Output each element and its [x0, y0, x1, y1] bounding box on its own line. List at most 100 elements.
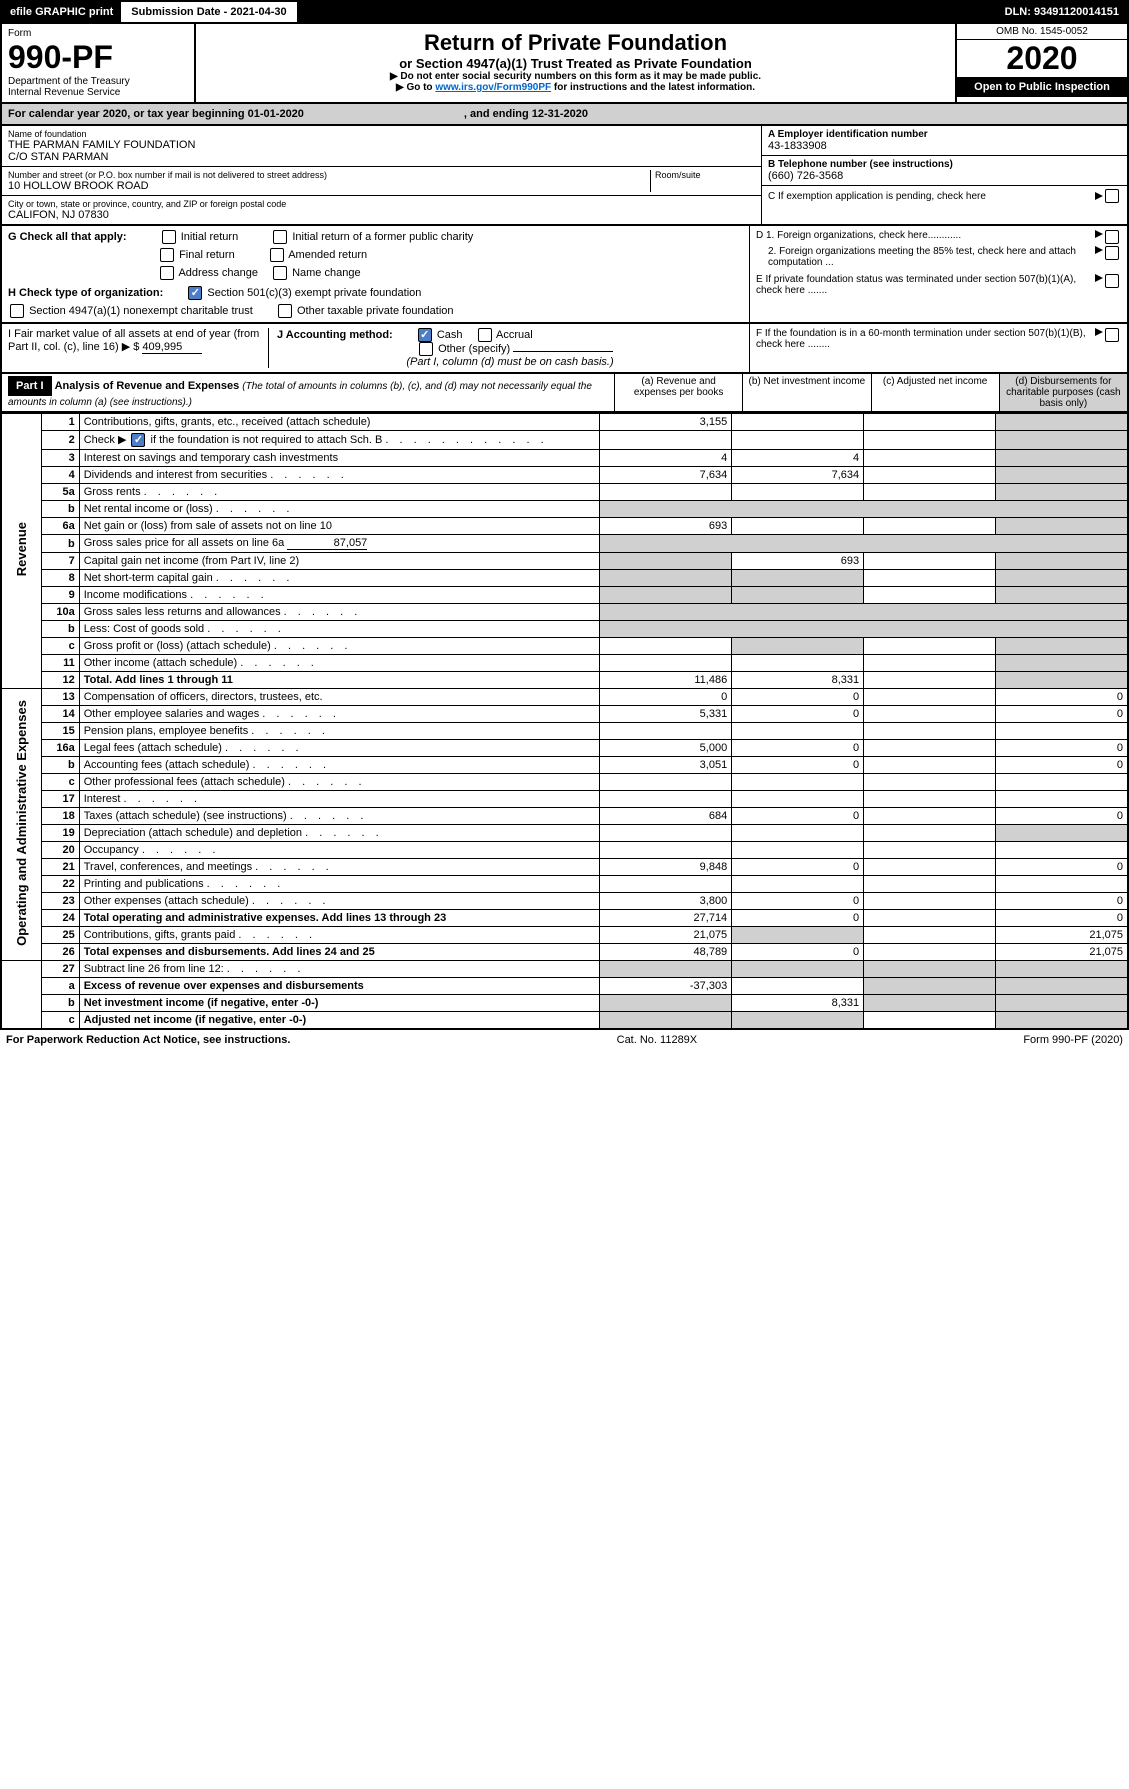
- irs-link[interactable]: www.irs.gov/Form990PF: [435, 82, 551, 93]
- c-label: C If exemption application is pending, c…: [768, 191, 1095, 202]
- j-cash-checkbox[interactable]: [418, 328, 432, 342]
- table-row: 3Interest on savings and temporary cash …: [1, 450, 1128, 467]
- g-amended-checkbox[interactable]: [270, 248, 284, 262]
- d2-label: 2. Foreign organizations meeting the 85%…: [756, 246, 1095, 268]
- col-d-header: (d) Disbursements for charitable purpose…: [999, 374, 1127, 411]
- table-row: bAccounting fees (attach schedule) . . .…: [1, 757, 1128, 774]
- table-row: cGross profit or (loss) (attach schedule…: [1, 638, 1128, 655]
- table-row: 11Other income (attach schedule) . . . .…: [1, 655, 1128, 672]
- c-checkbox[interactable]: [1105, 189, 1119, 203]
- foundation-co: C/O STAN PARMAN: [8, 151, 755, 163]
- table-row: aExcess of revenue over expenses and dis…: [1, 978, 1128, 995]
- e-label: E If private foundation status was termi…: [756, 274, 1095, 296]
- g-address-checkbox[interactable]: [160, 266, 174, 280]
- table-row: bNet investment income (if negative, ent…: [1, 995, 1128, 1012]
- form-subtitle: or Section 4947(a)(1) Trust Treated as P…: [202, 56, 949, 71]
- arrow-icon: [1095, 328, 1103, 336]
- phone-value: (660) 726-3568: [768, 170, 1121, 182]
- arrow-icon: [1095, 274, 1103, 282]
- g-h-block: G Check all that apply: Initial return I…: [0, 226, 1129, 324]
- street-address: 10 HOLLOW BROOK ROAD: [8, 180, 650, 192]
- page-footer: For Paperwork Reduction Act Notice, see …: [0, 1030, 1129, 1050]
- footer-left: For Paperwork Reduction Act Notice, see …: [6, 1034, 290, 1046]
- table-row: 8Net short-term capital gain . . . . . .: [1, 570, 1128, 587]
- expenses-label: Operating and Administrative Expenses: [1, 689, 41, 961]
- f-checkbox[interactable]: [1105, 328, 1119, 342]
- form-header: Form 990-PF Department of the Treasury I…: [0, 24, 1129, 104]
- g-initial-checkbox[interactable]: [162, 230, 176, 244]
- arrow-icon: [1095, 230, 1103, 238]
- table-row: 5aGross rents . . . . . .: [1, 484, 1128, 501]
- col-b-header: (b) Net investment income: [742, 374, 870, 411]
- spacer: [1, 961, 41, 1030]
- j-label: J Accounting method:: [277, 329, 393, 341]
- h-4947-checkbox[interactable]: [10, 304, 24, 318]
- footer-mid: Cat. No. 11289X: [617, 1034, 698, 1046]
- g-label: G Check all that apply:: [8, 231, 127, 243]
- table-row: 26Total expenses and disbursements. Add …: [1, 944, 1128, 961]
- j-note: (Part I, column (d) must be on cash basi…: [277, 356, 743, 368]
- ssn-note: ▶ Do not enter social security numbers o…: [202, 71, 949, 82]
- form-number: 990-PF: [8, 39, 188, 76]
- g-initial-former-checkbox[interactable]: [273, 230, 287, 244]
- part1-header: Part I Analysis of Revenue and Expenses …: [0, 374, 1129, 413]
- city-state-zip: CALIFON, NJ 07830: [8, 209, 755, 221]
- d1-checkbox[interactable]: [1105, 230, 1119, 244]
- table-row: 24Total operating and administrative exp…: [1, 910, 1128, 927]
- i-value: 409,995: [142, 341, 202, 354]
- part1-desc-title: Analysis of Revenue and Expenses: [55, 380, 240, 392]
- j-other-checkbox[interactable]: [419, 342, 433, 356]
- addr-label: Number and street (or P.O. box number if…: [8, 170, 650, 180]
- table-row: cOther professional fees (attach schedul…: [1, 774, 1128, 791]
- h-label: H Check type of organization:: [8, 287, 163, 299]
- table-row: Revenue1Contributions, gifts, grants, et…: [1, 414, 1128, 431]
- table-row: cAdjusted net income (if negative, enter…: [1, 1012, 1128, 1030]
- table-row: 6aNet gain or (loss) from sale of assets…: [1, 518, 1128, 535]
- dln: DLN: 93491120014151: [997, 2, 1127, 22]
- footer-right: Form 990-PF (2020): [1023, 1034, 1123, 1046]
- part1-title: Part I: [8, 376, 52, 396]
- e-checkbox[interactable]: [1105, 274, 1119, 288]
- table-row: 7Capital gain net income (from Part IV, …: [1, 553, 1128, 570]
- g-name-checkbox[interactable]: [273, 266, 287, 280]
- table-row: 17Interest . . . . . .: [1, 791, 1128, 808]
- entity-block: Name of foundation THE PARMAN FAMILY FOU…: [0, 126, 1129, 226]
- name-label: Name of foundation: [8, 129, 755, 139]
- table-row: 9Income modifications . . . . . .: [1, 587, 1128, 604]
- efile-label: efile GRAPHIC print: [2, 2, 123, 22]
- form-title: Return of Private Foundation: [202, 30, 949, 56]
- open-public: Open to Public Inspection: [957, 77, 1127, 97]
- table-row: 19Depreciation (attach schedule) and dep…: [1, 825, 1128, 842]
- f-label: F If the foundation is in a 60-month ter…: [756, 328, 1095, 350]
- foundation-name: THE PARMAN FAMILY FOUNDATION: [8, 139, 755, 151]
- i-j-f-block: I Fair market value of all assets at end…: [0, 324, 1129, 374]
- table-row: 27Subtract line 26 from line 12: . . . .…: [1, 961, 1128, 978]
- table-row: 12Total. Add lines 1 through 1111,4868,3…: [1, 672, 1128, 689]
- h-501c3-checkbox[interactable]: [188, 286, 202, 300]
- city-label: City or town, state or province, country…: [8, 199, 755, 209]
- part1-table: Revenue1Contributions, gifts, grants, et…: [0, 413, 1129, 1030]
- arrow-icon: [1095, 192, 1103, 200]
- table-row: 14Other employee salaries and wages . . …: [1, 706, 1128, 723]
- j-accrual-checkbox[interactable]: [478, 328, 492, 342]
- calendar-year-row: For calendar year 2020, or tax year begi…: [0, 104, 1129, 126]
- table-row: 25Contributions, gifts, grants paid . . …: [1, 927, 1128, 944]
- form-word: Form: [8, 28, 188, 39]
- h-other-checkbox[interactable]: [278, 304, 292, 318]
- g-final-checkbox[interactable]: [160, 248, 174, 262]
- table-row: 20Occupancy . . . . . .: [1, 842, 1128, 859]
- dept: Department of the Treasury: [8, 76, 188, 87]
- revenue-label: Revenue: [1, 414, 41, 689]
- table-row: 18Taxes (attach schedule) (see instructi…: [1, 808, 1128, 825]
- efile-top-bar: efile GRAPHIC print Submission Date - 20…: [0, 0, 1129, 24]
- ein-label: A Employer identification number: [768, 129, 1121, 140]
- table-row: 16aLegal fees (attach schedule) . . . . …: [1, 740, 1128, 757]
- ein-value: 43-1833908: [768, 140, 1121, 152]
- omb-number: OMB No. 1545-0052: [957, 24, 1127, 40]
- col-a-header: (a) Revenue and expenses per books: [614, 374, 742, 411]
- table-row: bGross sales price for all assets on lin…: [1, 535, 1128, 553]
- goto-note: ▶ Go to www.irs.gov/Form990PF for instru…: [202, 82, 949, 93]
- table-row: 22Printing and publications . . . . . .: [1, 876, 1128, 893]
- d2-checkbox[interactable]: [1105, 246, 1119, 260]
- phone-label: B Telephone number (see instructions): [768, 159, 1121, 170]
